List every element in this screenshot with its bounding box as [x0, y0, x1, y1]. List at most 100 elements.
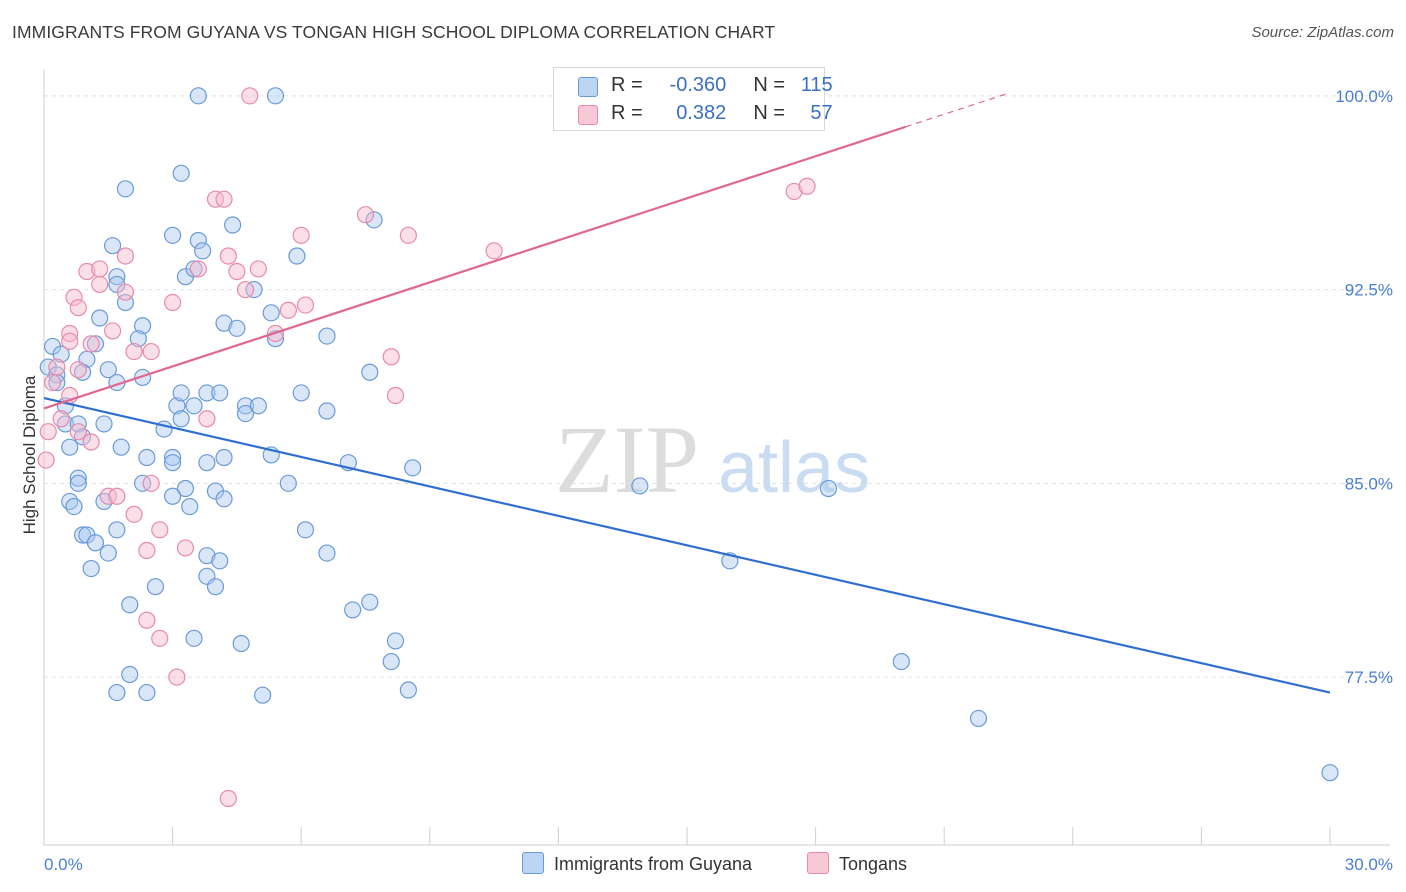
guyana-point-58 — [198, 454, 216, 472]
legend-r-value-guyana: -0.360 — [669, 74, 727, 96]
y-tick-label-1: 85.0% — [1345, 474, 1393, 493]
trend-line-guyana — [43, 397, 1331, 694]
guyana-point-40 — [198, 384, 216, 402]
legend-n-label: N = — [753, 74, 786, 96]
chart-title: IMMIGRANTS FROM GUYANA VS TONGAN HIGH SC… — [12, 22, 776, 42]
y-tick-labels: 77.5% 85.0% 92.5% 100.0% — [1335, 87, 1393, 687]
bottom-legend-swatch-guyana — [522, 852, 544, 874]
guyana-point-81 — [211, 552, 229, 570]
legend-n-value-tongans: 57 — [810, 102, 833, 124]
guyana-point-8 — [194, 242, 212, 260]
tongans-point-22 — [279, 301, 297, 319]
chart-source: Source: ZipAtlas.com — [1251, 24, 1394, 41]
tongans-point-49 — [176, 539, 195, 557]
guyana-point-83 — [318, 544, 336, 562]
guyana-point-78 — [86, 534, 105, 552]
tongans-point-19 — [236, 280, 255, 299]
tongans-point-9 — [485, 242, 503, 260]
trend-lines — [43, 92, 1331, 694]
y-tick-label-3: 100.0% — [1335, 87, 1393, 106]
legend-swatch-guyana — [578, 77, 598, 97]
guyana-point-59 — [215, 448, 233, 467]
watermark-atlas: atlas — [718, 428, 870, 508]
guyana-point-35 — [361, 363, 379, 381]
tongans-point-13 — [91, 260, 109, 278]
guyana-point-4 — [224, 216, 242, 234]
guyana-point-86 — [206, 578, 225, 596]
guyana-point-84 — [82, 559, 100, 578]
guyana-point-98 — [254, 686, 272, 704]
tongans-point-50 — [138, 541, 156, 560]
guyana-point-89 — [344, 601, 362, 619]
guyana-point-70 — [65, 497, 83, 516]
tongans-point-40 — [39, 423, 57, 441]
guyana-point-3 — [172, 164, 190, 182]
tongans-point-24 — [69, 299, 87, 317]
guyana-point-26 — [86, 335, 105, 353]
guyana-point-19 — [215, 314, 233, 332]
guyana-point-18 — [133, 317, 152, 335]
guyana-point-75 — [73, 526, 92, 544]
guyana-point-16 — [262, 304, 280, 322]
guyana-point-55 — [138, 448, 156, 467]
tongans-point-51 — [138, 611, 156, 629]
guyana-point-90 — [361, 593, 379, 611]
tongans-point-38 — [52, 410, 70, 428]
trend-line-tongans-extension — [905, 92, 1009, 128]
guyana-point-68 — [279, 474, 297, 492]
guyana-point-103 — [892, 652, 910, 671]
guyana-point-0 — [189, 87, 207, 105]
tongans-point-8 — [399, 226, 417, 244]
tongans-point-46 — [108, 487, 126, 505]
guyana-point-39 — [185, 397, 203, 415]
guyana-point-54 — [112, 438, 130, 456]
guyana-point-12 — [185, 260, 203, 278]
tongans-point-35 — [43, 373, 62, 392]
y-tick-label-2: 92.5% — [1345, 281, 1393, 300]
tongans-point-52 — [151, 629, 169, 647]
tongans-point-34 — [69, 361, 87, 379]
tongans-point-44 — [142, 474, 160, 492]
guyana-point-1 — [266, 87, 285, 105]
tongans-point-53 — [168, 668, 186, 686]
guyana-point-45 — [318, 402, 336, 420]
tongans-point-6 — [356, 206, 375, 224]
guyana-point-50 — [172, 410, 190, 428]
guyana-point-20 — [228, 319, 246, 337]
guyana-point-82 — [296, 521, 315, 539]
guyana-point-96 — [108, 683, 126, 702]
tongans-point-15 — [228, 262, 246, 281]
tongans-point-31 — [142, 342, 160, 361]
guyana-point-93 — [386, 632, 405, 650]
guyana-point-92 — [232, 634, 250, 653]
tongans-point-41 — [69, 423, 87, 441]
guyana-point-99 — [399, 681, 417, 699]
bottom-legend-tongans: Tongans — [807, 852, 907, 875]
guyana-point-95 — [121, 665, 139, 684]
guyana-point-37 — [168, 397, 186, 415]
guyana-point-23 — [318, 327, 336, 345]
bottom-legend-label-tongans: Tongans — [839, 854, 908, 874]
tongans-point-5 — [798, 177, 816, 195]
guyana-point-56 — [164, 448, 182, 467]
guyana-point-74 — [215, 490, 233, 508]
legend-n-value-guyana: 115 — [800, 74, 833, 96]
tongans-point-30 — [125, 342, 143, 361]
tongans-point-25 — [103, 322, 122, 340]
tongans-point-37 — [386, 386, 405, 405]
axes — [43, 70, 1390, 846]
guyana-point-43 — [249, 397, 267, 415]
guyana-point-91 — [185, 629, 203, 647]
tongans-point-12 — [78, 262, 96, 281]
guyana-point-63 — [69, 469, 87, 487]
guyana-point-38 — [172, 384, 190, 402]
guyana-point-72 — [164, 487, 182, 505]
tongans-point-14 — [189, 260, 207, 278]
guyana-point-2 — [116, 180, 135, 198]
tongans-point-43 — [37, 451, 55, 469]
guyana-point-6 — [189, 231, 207, 250]
guyana-point-17 — [91, 309, 109, 327]
guyana-point-51 — [236, 404, 255, 423]
x-tick-label-0: 0.0% — [44, 855, 83, 874]
